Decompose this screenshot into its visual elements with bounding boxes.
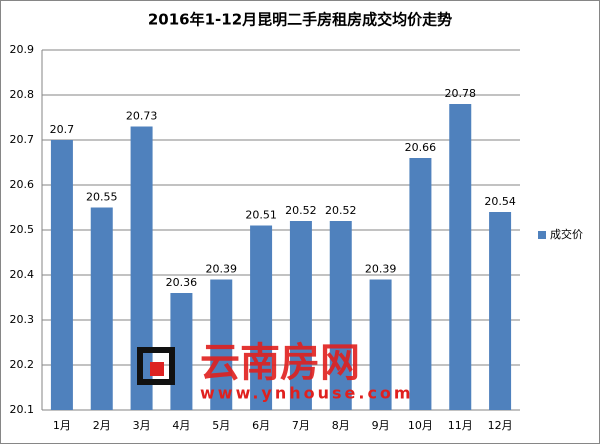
bar: [210, 279, 233, 410]
y-tick-label: 20.7: [10, 133, 35, 146]
y-tick-label: 20.8: [10, 88, 35, 101]
bar: [289, 221, 312, 410]
x-tick-label: 2月: [93, 419, 111, 432]
data-label: 20.51: [245, 209, 277, 222]
x-tick-label: 3月: [133, 419, 151, 432]
x-tick-label: 11月: [448, 419, 473, 432]
y-tick-label: 20.4: [10, 268, 35, 281]
data-label: 20.55: [86, 191, 118, 204]
x-tick-label: 1月: [53, 419, 71, 432]
y-tick-label: 20.6: [10, 178, 35, 191]
data-label: 20.36: [166, 276, 198, 289]
data-label: 20.52: [325, 204, 357, 217]
data-label: 20.39: [206, 263, 238, 276]
bar: [449, 104, 472, 410]
bar: [329, 221, 352, 410]
bar: [130, 126, 153, 410]
x-tick-label: 12月: [488, 419, 513, 432]
y-tick-label: 20.3: [10, 313, 35, 326]
x-tick-label: 7月: [292, 419, 310, 432]
x-tick-label: 4月: [172, 419, 190, 432]
data-label: 20.66: [405, 141, 437, 154]
y-tick-label: 20.2: [10, 358, 35, 371]
x-tick-label: 9月: [372, 419, 390, 432]
watermark-text: 云南房网: [200, 340, 360, 386]
chart-title: 2016年1-12月昆明二手房租房成交均价走势: [148, 11, 452, 29]
watermark-url: www.ynhouse.com: [200, 384, 414, 403]
bar: [90, 207, 113, 410]
legend-swatch: [538, 231, 546, 239]
bar: [369, 279, 392, 410]
watermark-logo-inner: [150, 362, 164, 376]
y-tick-label: 20.5: [10, 223, 35, 236]
x-tick-label: 5月: [212, 419, 230, 432]
y-tick-label: 20.1: [10, 403, 35, 416]
data-label: 20.7: [50, 123, 75, 136]
data-label: 20.73: [126, 110, 158, 123]
data-label: 20.78: [445, 87, 477, 100]
data-label: 20.39: [365, 263, 397, 276]
bar: [409, 158, 432, 410]
bar: [50, 140, 73, 410]
bar: [489, 212, 512, 410]
data-label: 20.52: [285, 204, 317, 217]
bar: [250, 225, 273, 410]
x-tick-label: 6月: [252, 419, 270, 432]
watermark-logo: [137, 347, 175, 385]
bar: [170, 293, 193, 410]
y-tick-label: 20.9: [10, 43, 35, 56]
x-tick-label: 8月: [332, 419, 350, 432]
x-tick-label: 10月: [408, 419, 433, 432]
legend-label: 成交价: [550, 227, 583, 241]
data-label: 20.54: [484, 195, 516, 208]
